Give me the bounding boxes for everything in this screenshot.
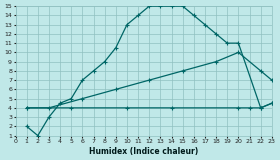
- X-axis label: Humidex (Indice chaleur): Humidex (Indice chaleur): [89, 147, 198, 156]
